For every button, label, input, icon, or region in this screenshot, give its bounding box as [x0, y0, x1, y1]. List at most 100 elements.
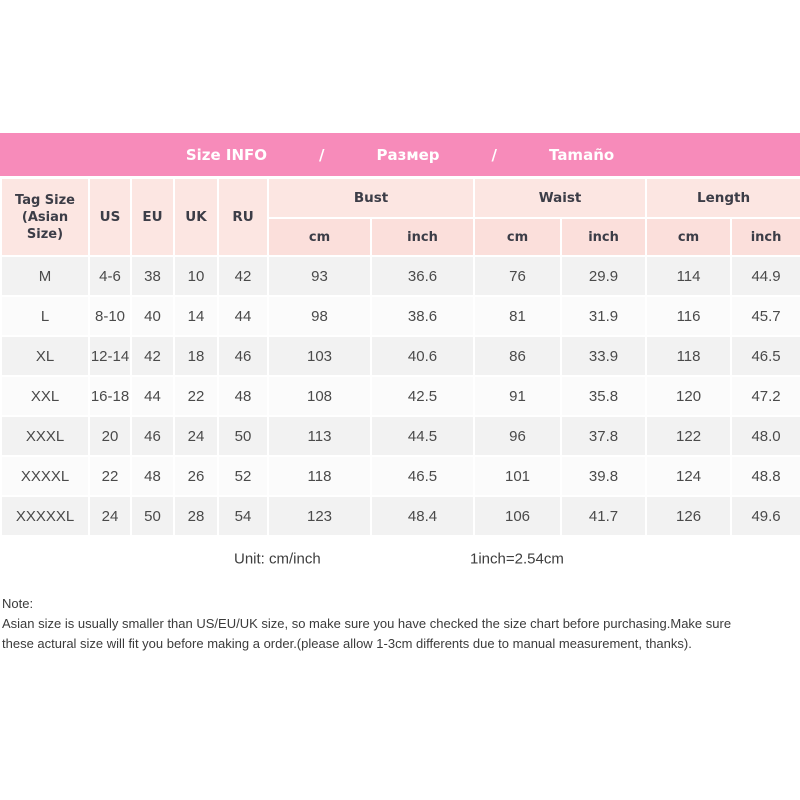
cell-us: 8-10: [88, 295, 132, 337]
cell-bust-cm: 113: [267, 415, 372, 457]
cell-length-inch: 49.6: [730, 495, 800, 537]
col-header-tag-size: Tag Size (Asian Size): [0, 177, 90, 257]
cell-uk: 10: [173, 255, 219, 297]
cell-waist-inch: 29.9: [560, 255, 648, 297]
cell-length-inch: 44.9: [730, 255, 800, 297]
col-header-waist: Waist: [473, 177, 648, 219]
cell-bust-inch: 46.5: [369, 455, 476, 497]
cell-eu: 40: [130, 295, 175, 337]
note-line-1: Asian size is usually smaller than US/EU…: [2, 616, 732, 631]
col-header-length: Length: [645, 177, 800, 219]
cell-ru: 48: [217, 375, 269, 417]
cell-length-cm: 114: [645, 255, 733, 297]
table-row-xl: XL 12-14 42 18 46 103 40.6 86 33.9 118 4…: [0, 335, 800, 377]
cell-uk: 18: [173, 335, 219, 377]
table-footer-row: Unit: cm/inch 1inch=2.54cm: [0, 535, 800, 582]
unit-note: Unit: cm/inch: [234, 550, 321, 567]
cell-waist-cm: 101: [473, 455, 563, 497]
cell-waist-cm: 106: [473, 495, 563, 537]
title-spanish: Tamaño: [549, 145, 615, 164]
cell-bust-cm: 103: [267, 335, 372, 377]
title-bar: Size INFO / Размер / Tamaño: [0, 133, 800, 176]
col-header-eu: EU: [130, 177, 175, 257]
cell-waist-inch: 33.9: [560, 335, 648, 377]
size-info-sheet: Size INFO / Размер / Tamaño Tag Size (As…: [0, 133, 800, 582]
subheader-length-cm: cm: [645, 217, 733, 257]
cell-bust-inch: 42.5: [369, 375, 476, 417]
cell-tag: XXXXXL: [0, 495, 90, 537]
cell-tag: XXXL: [0, 415, 90, 457]
cell-waist-inch: 35.8: [560, 375, 648, 417]
tag-size-line2: (Asian Size): [21, 209, 69, 242]
cell-us: 24: [88, 495, 132, 537]
cell-bust-inch: 48.4: [369, 495, 476, 537]
cell-us: 22: [88, 455, 132, 497]
col-header-bust: Bust: [266, 177, 476, 219]
cell-waist-inch: 41.7: [560, 495, 648, 537]
table-header-row-groups: Tag Size (Asian Size) US EU UK RU Bust W…: [0, 177, 800, 257]
cell-length-inch: 47.2: [730, 375, 800, 417]
cell-length-cm: 120: [645, 375, 733, 417]
subheader-bust-inch: inch: [369, 217, 476, 257]
cell-bust-inch: 40.6: [369, 335, 476, 377]
note-block: Note: Asian size is usually smaller than…: [2, 594, 800, 654]
cell-ru: 46: [217, 335, 269, 377]
cell-bust-cm: 123: [267, 495, 372, 537]
cell-us: 12-14: [88, 335, 132, 377]
cell-ru: 52: [217, 455, 269, 497]
size-chart-table: Tag Size (Asian Size) US EU UK RU Bust W…: [0, 177, 800, 582]
cell-waist-inch: 31.9: [560, 295, 648, 337]
cell-us: 4-6: [88, 255, 132, 297]
cell-length-cm: 124: [645, 455, 733, 497]
cell-length-cm: 122: [645, 415, 733, 457]
cell-uk: 24: [173, 415, 219, 457]
cell-eu: 42: [130, 335, 175, 377]
cell-length-cm: 126: [645, 495, 733, 537]
cell-ru: 54: [217, 495, 269, 537]
cell-bust-cm: 93: [267, 255, 372, 297]
cell-eu: 38: [130, 255, 175, 297]
subheader-waist-cm: cm: [473, 217, 563, 257]
cell-bust-cm: 108: [267, 375, 372, 417]
subheader-waist-inch: inch: [560, 217, 648, 257]
cell-waist-inch: 39.8: [560, 455, 648, 497]
cell-uk: 22: [173, 375, 219, 417]
cell-waist-cm: 86: [473, 335, 563, 377]
cell-ru: 50: [217, 415, 269, 457]
cell-eu: 48: [130, 455, 175, 497]
table-row-xxxl: XXXL 20 46 24 50 113 44.5 96 37.8 122 48…: [0, 415, 800, 457]
col-header-us: US: [88, 177, 132, 257]
col-header-ru: RU: [217, 177, 269, 257]
table-row-xxl: XXL 16-18 44 22 48 108 42.5 91 35.8 120 …: [0, 375, 800, 417]
cell-eu: 44: [130, 375, 175, 417]
cell-waist-inch: 37.8: [560, 415, 648, 457]
cell-uk: 28: [173, 495, 219, 537]
cell-ru: 44: [217, 295, 269, 337]
cell-waist-cm: 91: [473, 375, 563, 417]
subheader-length-inch: inch: [730, 217, 800, 257]
cell-length-inch: 48.0: [730, 415, 800, 457]
cell-eu: 50: [130, 495, 175, 537]
cell-length-cm: 118: [645, 335, 733, 377]
cell-length-inch: 45.7: [730, 295, 800, 337]
cell-tag: XL: [0, 335, 90, 377]
cell-length-cm: 116: [645, 295, 733, 337]
cell-bust-cm: 98: [267, 295, 372, 337]
cell-tag: XXL: [0, 375, 90, 417]
cell-uk: 26: [173, 455, 219, 497]
cell-tag: L: [0, 295, 90, 337]
unit-footer-cell: Unit: cm/inch 1inch=2.54cm: [0, 535, 800, 582]
subheader-bust-cm: cm: [267, 217, 372, 257]
cell-length-inch: 46.5: [730, 335, 800, 377]
cell-uk: 14: [173, 295, 219, 337]
cell-eu: 46: [130, 415, 175, 457]
cell-waist-cm: 76: [473, 255, 563, 297]
tag-size-line1: Tag Size: [15, 192, 75, 208]
cell-waist-cm: 81: [473, 295, 563, 337]
note-line-2: these actural size will fit you before m…: [2, 636, 692, 651]
cell-tag: XXXXL: [0, 455, 90, 497]
cell-ru: 42: [217, 255, 269, 297]
title-separator: /: [491, 145, 498, 164]
title-english: Size INFO: [185, 145, 268, 164]
cell-us: 20: [88, 415, 132, 457]
